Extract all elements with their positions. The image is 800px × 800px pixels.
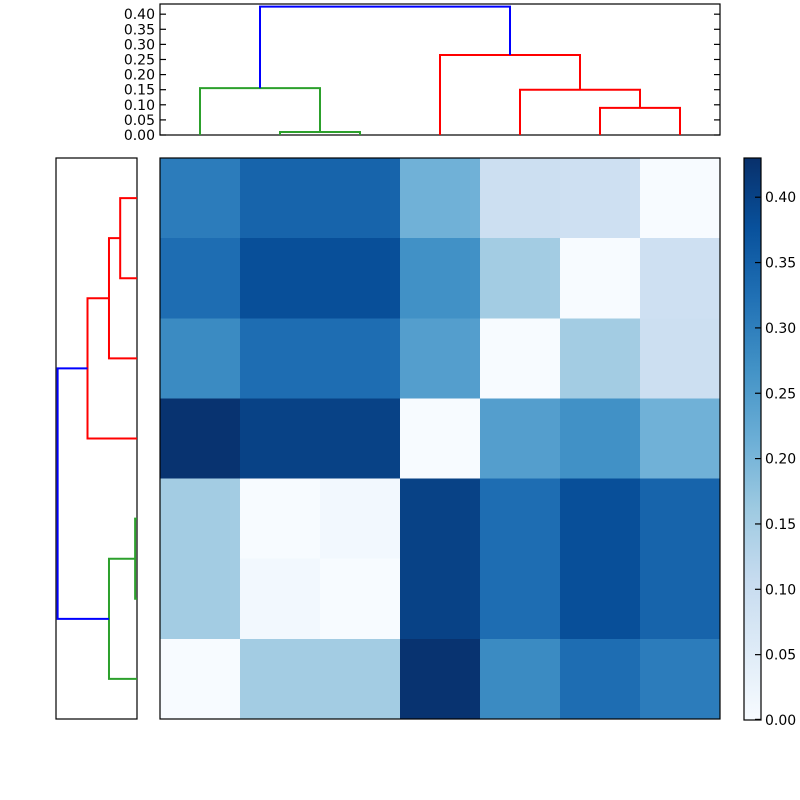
- y-axis-tick-label: 0.20: [124, 68, 155, 84]
- heatmap-cell: [320, 238, 401, 319]
- heatmap-cell: [160, 478, 241, 560]
- heatmap-cell: [400, 478, 481, 560]
- heatmap-cell: [640, 398, 721, 480]
- heatmap-cell: [480, 638, 561, 720]
- colorbar-tick-label: 0.05: [765, 648, 796, 664]
- top-dendrogram-axes: 0.400.350.300.250.200.150.100.050.00: [124, 3, 721, 144]
- heatmap-cell: [560, 398, 641, 480]
- dendrogram-link-green: [107, 557, 137, 680]
- heatmap-cell: [480, 238, 561, 319]
- y-axis-tick-label: 0.30: [124, 37, 155, 53]
- heatmap-cell: [640, 638, 721, 720]
- heatmap-cell: [320, 398, 401, 480]
- heatmap-cell: [240, 238, 321, 319]
- heatmap-cell: [160, 158, 241, 239]
- dendrogram-link-red: [107, 237, 137, 360]
- colorbar-tick-label: 0.25: [765, 386, 796, 402]
- left-dendrogram-axes: [55, 157, 138, 720]
- heatmap-cell: [240, 558, 321, 640]
- heatmap-cell: [160, 318, 241, 400]
- heatmap-cell: [240, 638, 321, 720]
- heatmap-cell: [480, 158, 561, 239]
- colorbar-tick-label: 0.15: [765, 517, 796, 533]
- y-axis-tick-label: 0.00: [124, 128, 155, 144]
- heatmap-cell: [240, 158, 321, 239]
- colorbar-tick-label: 0.40: [765, 190, 796, 206]
- heatmap-cell: [560, 558, 641, 640]
- heatmap-cell: [160, 238, 241, 319]
- heatmap-cell: [400, 158, 481, 239]
- heatmap-cell: [240, 478, 321, 560]
- dendrogram-link-red: [439, 53, 581, 135]
- colorbar-tick-label: 0.10: [765, 582, 796, 598]
- heatmap-cell: [400, 318, 481, 400]
- heatmap-cell: [560, 478, 641, 560]
- heatmap-cell: [480, 558, 561, 640]
- heatmap-cell: [160, 558, 241, 640]
- heatmap-cell: [320, 558, 401, 640]
- colorbar-tick-label: 0.35: [765, 256, 796, 272]
- y-axis-tick-label: 0.25: [124, 52, 155, 68]
- heatmap-cell: [640, 558, 721, 640]
- dendrogram-link-red: [599, 106, 681, 135]
- y-axis-tick-label: 0.05: [124, 113, 155, 129]
- heatmap-cell: [640, 478, 721, 560]
- colorbar: 0.40 0.35 0.30 0.25 0.20 0.15 0.10 0.05 0.00: [743, 157, 796, 729]
- colorbar-tick-label: 0.20: [765, 452, 796, 468]
- heatmap-cell: [400, 558, 481, 640]
- heatmap-cell: [320, 638, 401, 720]
- heatmap-cell: [640, 238, 721, 319]
- heatmap-cell: [320, 158, 401, 239]
- dendrogram-link-blue: [56, 367, 109, 620]
- dendrogram-link-red: [86, 297, 137, 440]
- heatmap-cell: [160, 398, 241, 480]
- heatmap-cell: [320, 478, 401, 560]
- heatmap-cell: [320, 318, 401, 400]
- heatmap-cell: [560, 158, 641, 239]
- heatmap-cell: [480, 478, 561, 560]
- y-axis-tick-label: 0.15: [124, 83, 155, 99]
- colorbar-tick-label: 0.30: [765, 321, 796, 337]
- heatmap-cell: [400, 638, 481, 720]
- heatmap-cell: [160, 638, 241, 720]
- heatmap-cell: [560, 318, 641, 400]
- heatmap-cell: [400, 398, 481, 480]
- dendrogram-link-green: [199, 87, 321, 135]
- heatmap-cell: [640, 158, 721, 239]
- heatmap-cell: [560, 238, 641, 319]
- heatmap: [159, 157, 721, 720]
- heatmap-cell: [480, 318, 561, 400]
- heatmap-cell: [560, 638, 641, 720]
- colorbar-bar: [744, 158, 761, 720]
- heatmap-cell: [400, 238, 481, 319]
- dendrogram-link-red: [119, 197, 137, 280]
- colorbar-border: [743, 157, 762, 721]
- heatmap-border: [159, 157, 721, 720]
- heatmap-cell: [640, 318, 721, 400]
- y-axis-tick-label: 0.40: [124, 7, 155, 23]
- y-axis-tick-label: 0.35: [124, 22, 155, 38]
- heatmap-cell: [240, 398, 321, 480]
- dendrogram-link-blue: [259, 5, 511, 89]
- heatmap-cell: [240, 318, 321, 400]
- colorbar-tick-label: 0.00: [765, 713, 796, 729]
- heatmap-cell: [480, 398, 561, 480]
- dendrogram-link-red: [519, 88, 641, 135]
- y-axis-tick-label: 0.10: [124, 98, 155, 114]
